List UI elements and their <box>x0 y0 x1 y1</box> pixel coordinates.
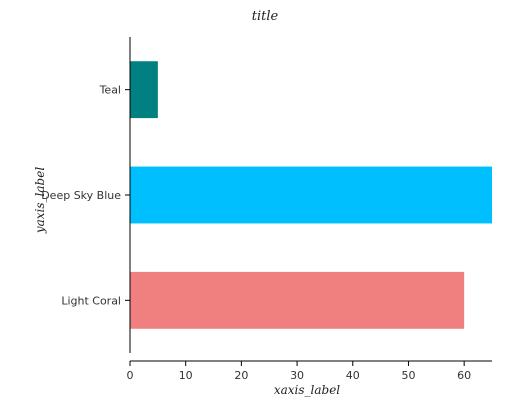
x-axis: 0 10 20 30 40 50 60 <box>127 360 492 382</box>
x-tick-label-0: 0 <box>127 369 134 382</box>
y-tick-label-teal: Teal <box>99 84 121 97</box>
bars-group <box>130 61 492 329</box>
x-tick-label-20: 20 <box>234 369 248 382</box>
bar-deep-sky-blue <box>130 166 492 224</box>
bar-teal <box>130 61 158 119</box>
y-tick-label-light-coral: Light Coral <box>61 294 121 307</box>
bar-light-coral <box>130 271 465 329</box>
x-tick-label-50: 50 <box>401 369 415 382</box>
x-tick-label-10: 10 <box>179 369 193 382</box>
y-axis: Light Coral Deep Sky Blue Teal <box>41 37 131 353</box>
x-tick-label-30: 30 <box>290 369 304 382</box>
x-tick-label-60: 60 <box>457 369 471 382</box>
y-axis-label: yaxis_label <box>33 167 47 234</box>
chart-title: title <box>252 9 279 24</box>
x-tick-label-40: 40 <box>346 369 360 382</box>
x-axis-label: xaxis_label <box>274 383 340 397</box>
y-tick-label-deep-sky-blue: Deep Sky Blue <box>41 189 121 202</box>
